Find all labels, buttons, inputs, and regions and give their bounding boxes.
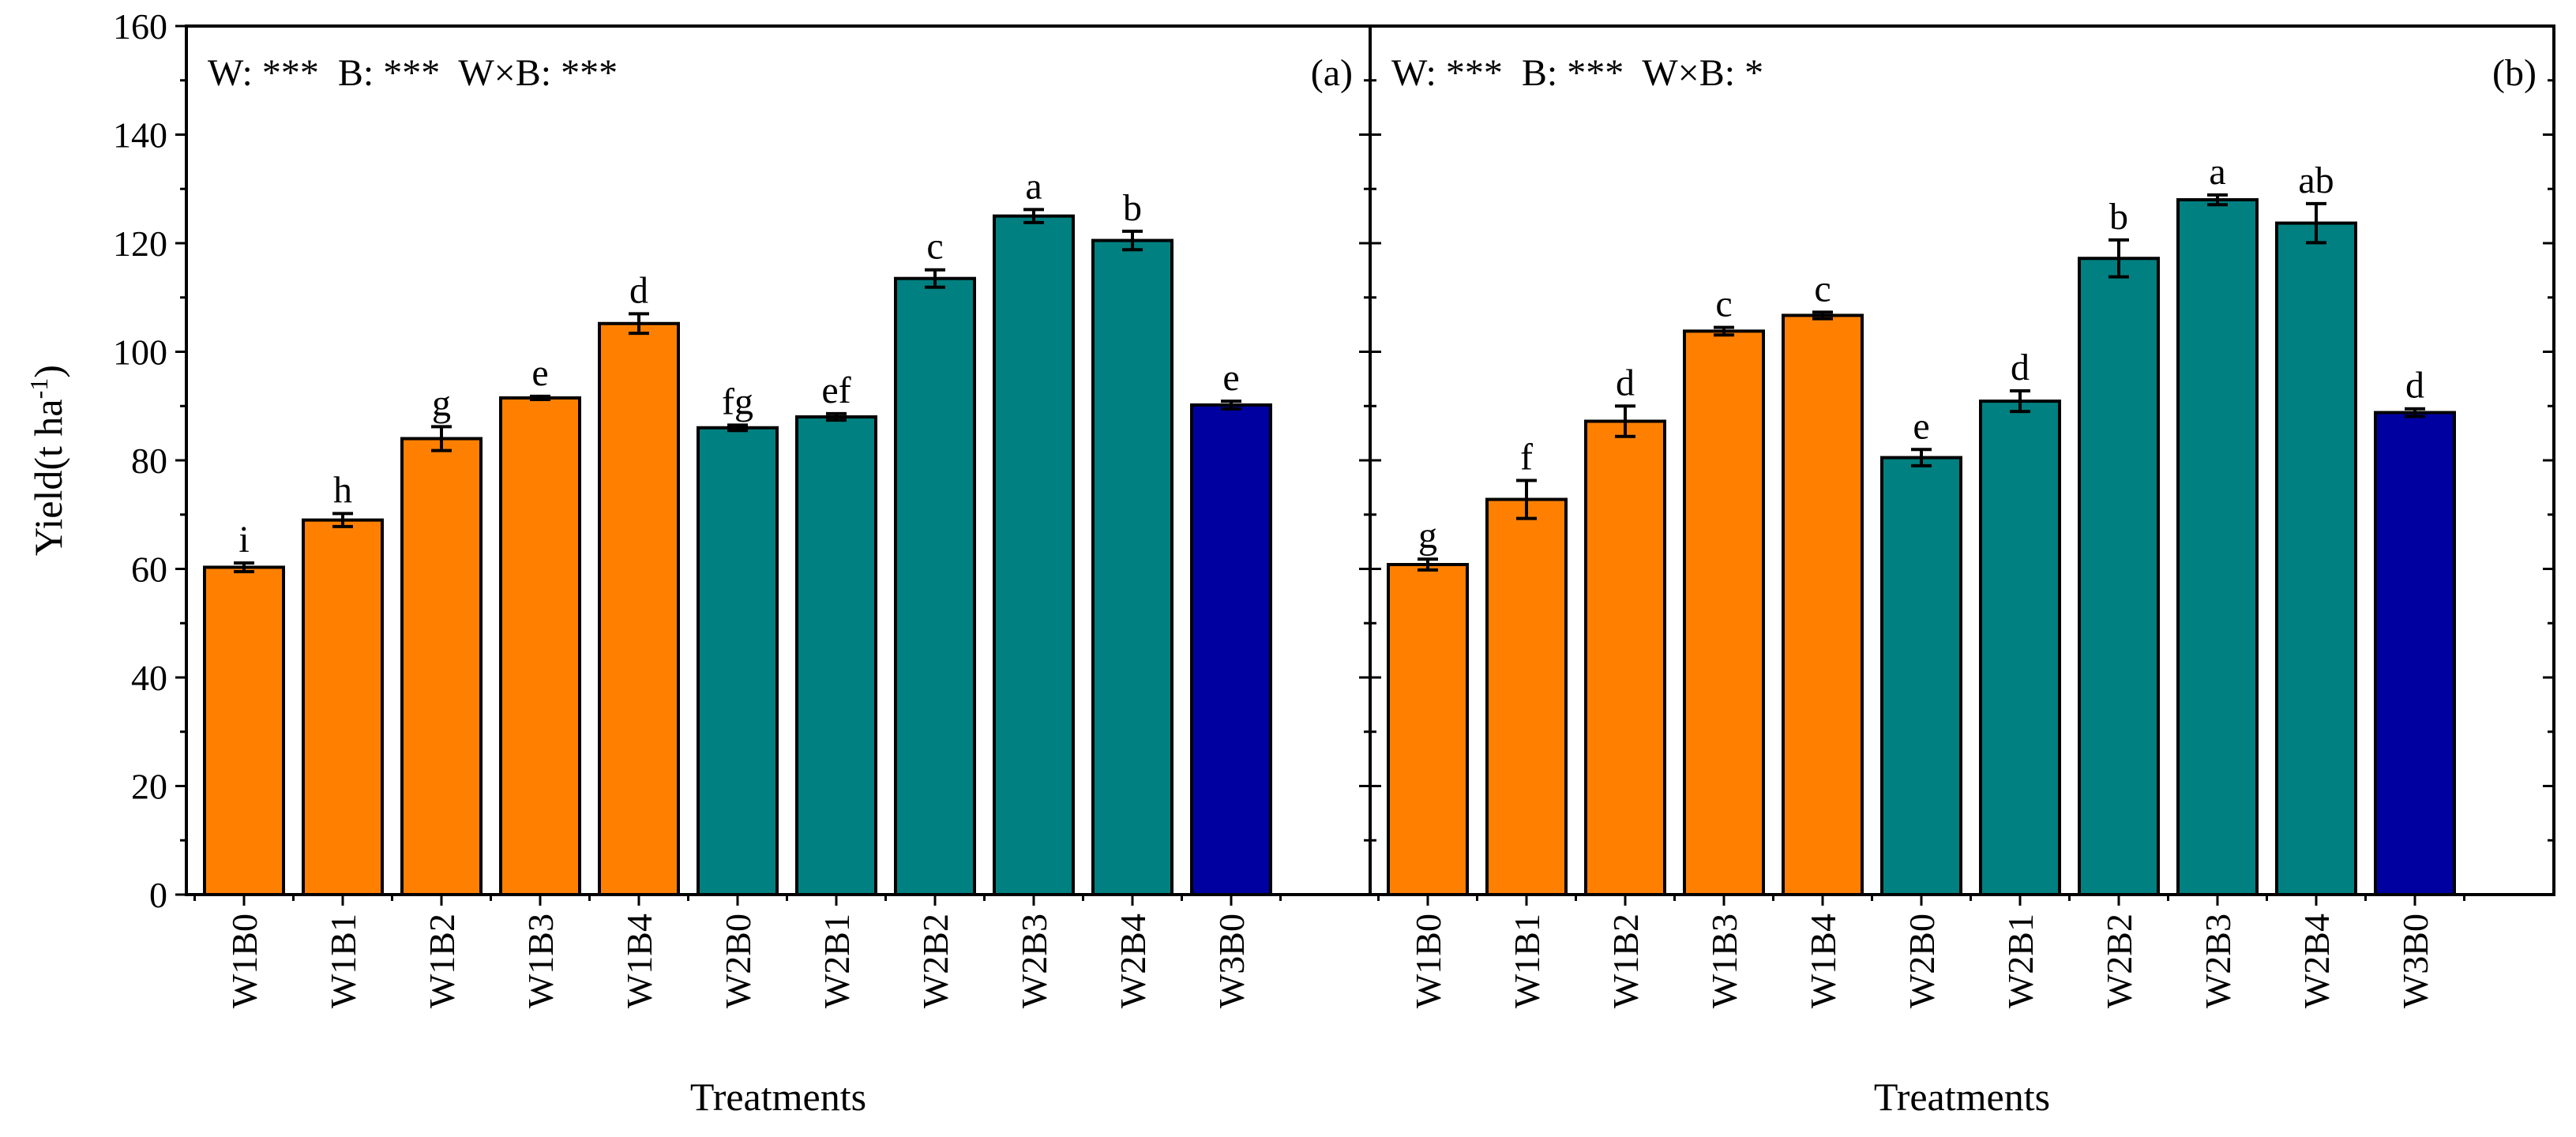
bar-w2b2 xyxy=(2078,257,2160,896)
x-tick-label: W1B4 xyxy=(619,914,659,1008)
bar-w2b4 xyxy=(2275,221,2357,896)
bar-w1b0 xyxy=(203,565,285,896)
bar-w2b0 xyxy=(1880,456,1962,896)
x-tick-label: W2B2 xyxy=(915,914,956,1008)
x-tick-label: W1B0 xyxy=(224,914,265,1008)
plot-layer: iW1B0hW1B1gW1B2eW1B3dW1B4fgW2B0efW2B1cW2… xyxy=(24,6,2555,1119)
x-tick-label: W3B0 xyxy=(2395,914,2435,1008)
x-axis-title: Treatments xyxy=(1874,1075,2050,1119)
significance-letter: e xyxy=(1913,405,1929,447)
y-tick-label: 100 xyxy=(113,332,167,373)
x-tick-label: W1B3 xyxy=(1704,914,1744,1008)
stats-annotation: W: *** B: *** W×B: * xyxy=(1391,52,1763,94)
significance-letter: a xyxy=(2209,151,2225,193)
x-tick-label: W2B4 xyxy=(1113,914,1153,1008)
y-axis-title-close: ) xyxy=(26,365,70,378)
panel-b: g W1B0 f W1B1 d W1B2 c W1B3 c W1B4 e W2B0 d W2B1 b W2B2… xyxy=(1377,52,2537,1119)
axes: 0 20 40 60 80 100 120 140 160 Yield(t ha-1) xyxy=(24,6,2555,915)
y-tick-label: 20 xyxy=(131,767,167,807)
x-tick-label: W1B1 xyxy=(1507,914,1547,1008)
bar-w1b2 xyxy=(400,437,483,896)
y-tick-label: 160 xyxy=(113,6,167,47)
x-tick-label: W2B1 xyxy=(817,914,857,1008)
bar-w2b2 xyxy=(894,276,976,896)
significance-letter: c xyxy=(1715,283,1732,325)
x-axis-title: Treatments xyxy=(690,1075,866,1119)
significance-letter: ef xyxy=(821,370,851,411)
x-tick-label: W2B0 xyxy=(1902,914,1942,1008)
significance-letter: i xyxy=(238,519,249,561)
x-tick-label: W3B0 xyxy=(1211,914,1252,1008)
x-tick-label: W2B4 xyxy=(2296,914,2337,1008)
bar-w2b0 xyxy=(697,426,779,896)
bar-w3b0 xyxy=(2374,411,2456,896)
significance-letter: g xyxy=(432,382,451,424)
y-tick-label: 40 xyxy=(131,658,167,698)
bar-w2b3 xyxy=(993,214,1075,896)
significance-letter: d xyxy=(629,269,648,311)
x-tick-label: W2B0 xyxy=(718,914,758,1008)
x-tick-label: W2B1 xyxy=(2000,914,2041,1008)
bar-w2b1 xyxy=(1979,400,2061,896)
y-tick-label: 120 xyxy=(113,223,167,264)
bar-w1b2 xyxy=(1584,419,1666,896)
bar-w1b1 xyxy=(302,518,384,896)
significance-letter: d xyxy=(1616,362,1635,403)
stats-annotation: W: *** B: *** W×B: *** xyxy=(208,52,618,94)
bar-w1b3 xyxy=(499,396,581,896)
x-tick-label: W1B0 xyxy=(1408,914,1448,1008)
x-tick-label: W2B3 xyxy=(2198,914,2238,1008)
significance-letter: ab xyxy=(2298,159,2334,201)
bar-w1b3 xyxy=(1683,329,1765,896)
y-tick-label: 140 xyxy=(113,115,167,156)
significance-letter: f xyxy=(1520,436,1533,478)
significance-letter: b xyxy=(1123,187,1142,229)
bar-w1b4 xyxy=(1782,313,1864,896)
significance-letter: e xyxy=(1222,357,1239,399)
x-tick-label: W1B1 xyxy=(323,914,363,1008)
bar-w1b0 xyxy=(1387,563,1469,896)
significance-letter: c xyxy=(926,226,943,268)
significance-letter: d xyxy=(2011,347,2030,388)
significance-letter: fg xyxy=(722,381,753,422)
x-tick-label: W2B2 xyxy=(2099,914,2139,1008)
y-axis-title-superscript: -1 xyxy=(24,378,53,400)
bar-w2b3 xyxy=(2176,198,2259,896)
y-axis-title-main: Yield(t ha xyxy=(26,399,70,556)
y-tick-label: 0 xyxy=(149,875,167,915)
bar-w3b0 xyxy=(1190,403,1272,896)
y-axis-title: Yield(t ha-1) xyxy=(24,365,70,556)
significance-letter: c xyxy=(1814,268,1831,310)
bar-w2b1 xyxy=(795,415,877,896)
panel-label: (b) xyxy=(2492,52,2537,94)
x-tick-label: W1B2 xyxy=(1605,914,1646,1008)
significance-letter: h xyxy=(333,469,352,511)
panel-a: i W1B0 h W1B1 g W1B2 e W1B3 d W1B4 fg W2B0 ef W2B1 c W2… xyxy=(193,52,1353,1119)
x-tick-label: W1B4 xyxy=(1803,914,1843,1008)
y-tick-label: 80 xyxy=(131,441,167,481)
bar-w1b1 xyxy=(1485,497,1568,896)
significance-letter: e xyxy=(531,352,548,394)
bar-w1b4 xyxy=(598,321,680,896)
panel-label: (a) xyxy=(1311,52,1353,94)
y-tick-label: 60 xyxy=(131,550,167,590)
significance-letter: a xyxy=(1025,165,1042,207)
x-tick-label: W1B3 xyxy=(520,914,561,1008)
bar-w2b4 xyxy=(1091,238,1173,896)
x-tick-label: W2B3 xyxy=(1014,914,1054,1008)
significance-letter: d xyxy=(2405,365,2424,407)
significance-letter: b xyxy=(2109,196,2128,238)
significance-letter: g xyxy=(1418,515,1437,557)
x-tick-label: W1B2 xyxy=(422,914,462,1008)
